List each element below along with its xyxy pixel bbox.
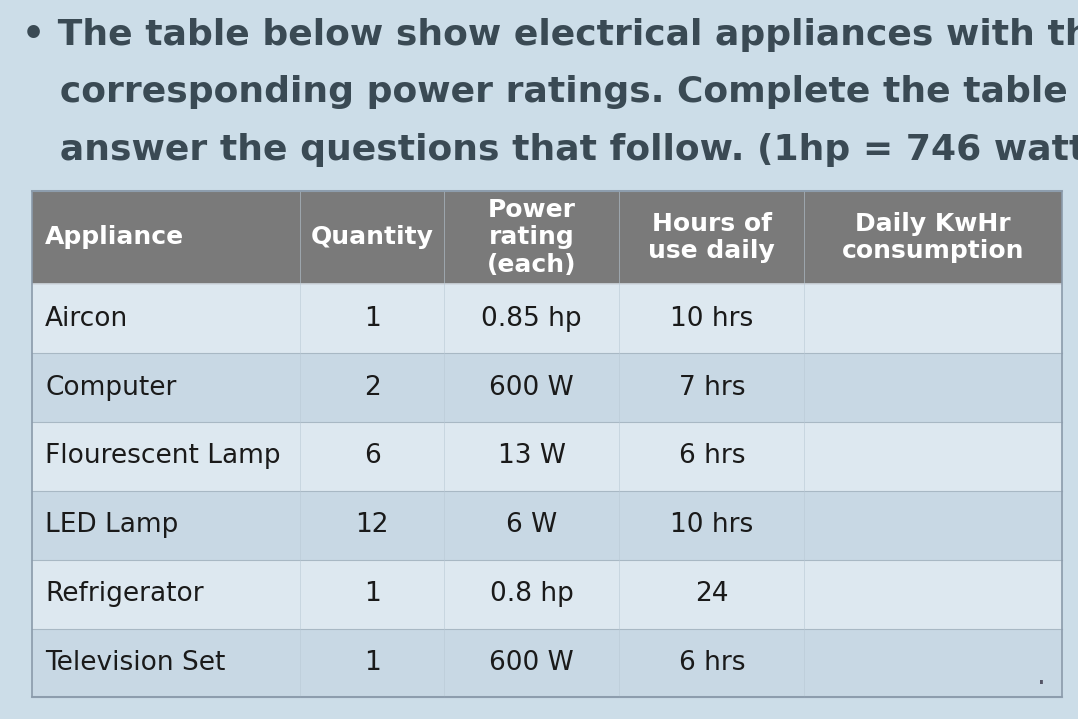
Bar [619, 422, 804, 491]
Bar [444, 353, 619, 422]
Text: Daily KwHr
consumption: Daily KwHr consumption [842, 211, 1024, 263]
Bar [444, 491, 619, 559]
Text: corresponding power ratings. Complete the table and: corresponding power ratings. Complete th… [22, 75, 1078, 109]
Bar [300, 628, 444, 697]
Bar [619, 559, 804, 628]
Text: 7 hrs: 7 hrs [678, 375, 745, 400]
Text: 6: 6 [363, 444, 381, 470]
Bar [300, 353, 444, 422]
Text: Refrigerator: Refrigerator [45, 581, 204, 607]
Bar [619, 491, 804, 559]
Text: Quantity: Quantity [310, 226, 433, 249]
Text: 600 W: 600 W [489, 650, 573, 676]
Text: 1: 1 [363, 650, 381, 676]
Bar [32, 491, 300, 559]
Text: Flourescent Lamp: Flourescent Lamp [45, 444, 281, 470]
Text: Aircon: Aircon [45, 306, 128, 331]
Bar [300, 284, 444, 353]
Bar [300, 559, 444, 628]
Text: 600 W: 600 W [489, 375, 573, 400]
Text: 10 hrs: 10 hrs [671, 513, 754, 539]
Bar [444, 422, 619, 491]
Text: 6 W: 6 W [506, 513, 557, 539]
Text: 12: 12 [356, 513, 389, 539]
Bar [444, 284, 619, 353]
Bar [804, 284, 1062, 353]
Text: 0.8 hp: 0.8 hp [489, 581, 573, 607]
Bar [444, 628, 619, 697]
Text: 1: 1 [363, 581, 381, 607]
Text: 6 hrs: 6 hrs [678, 444, 745, 470]
Bar [32, 284, 300, 353]
Text: Computer: Computer [45, 375, 177, 400]
Text: 2: 2 [363, 375, 381, 400]
Text: • The table below show electrical appliances with their: • The table below show electrical applia… [22, 18, 1078, 52]
Bar [32, 422, 300, 491]
Bar [804, 491, 1062, 559]
Text: answer the questions that follow. (1hp = 746 watts): answer the questions that follow. (1hp =… [22, 133, 1078, 167]
Bar [32, 353, 300, 422]
Text: Television Set: Television Set [45, 650, 225, 676]
Bar [32, 628, 300, 697]
Text: .: . [1037, 662, 1046, 690]
Text: 1: 1 [363, 306, 381, 331]
Bar [619, 353, 804, 422]
Text: Appliance: Appliance [45, 226, 184, 249]
Bar [300, 422, 444, 491]
Text: Hours of
use daily: Hours of use daily [649, 211, 775, 263]
Text: 13 W: 13 W [498, 444, 566, 470]
Text: 24: 24 [695, 581, 729, 607]
Bar [619, 284, 804, 353]
Text: 10 hrs: 10 hrs [671, 306, 754, 331]
Bar [804, 628, 1062, 697]
Bar [32, 559, 300, 628]
Bar [444, 559, 619, 628]
Text: 6 hrs: 6 hrs [678, 650, 745, 676]
Text: LED Lamp: LED Lamp [45, 513, 179, 539]
Bar [804, 422, 1062, 491]
Text: 0.85 hp: 0.85 hp [482, 306, 582, 331]
Bar [619, 628, 804, 697]
Bar [300, 491, 444, 559]
Bar [804, 353, 1062, 422]
Bar [804, 559, 1062, 628]
Text: Power
rating
(each): Power rating (each) [487, 198, 577, 278]
